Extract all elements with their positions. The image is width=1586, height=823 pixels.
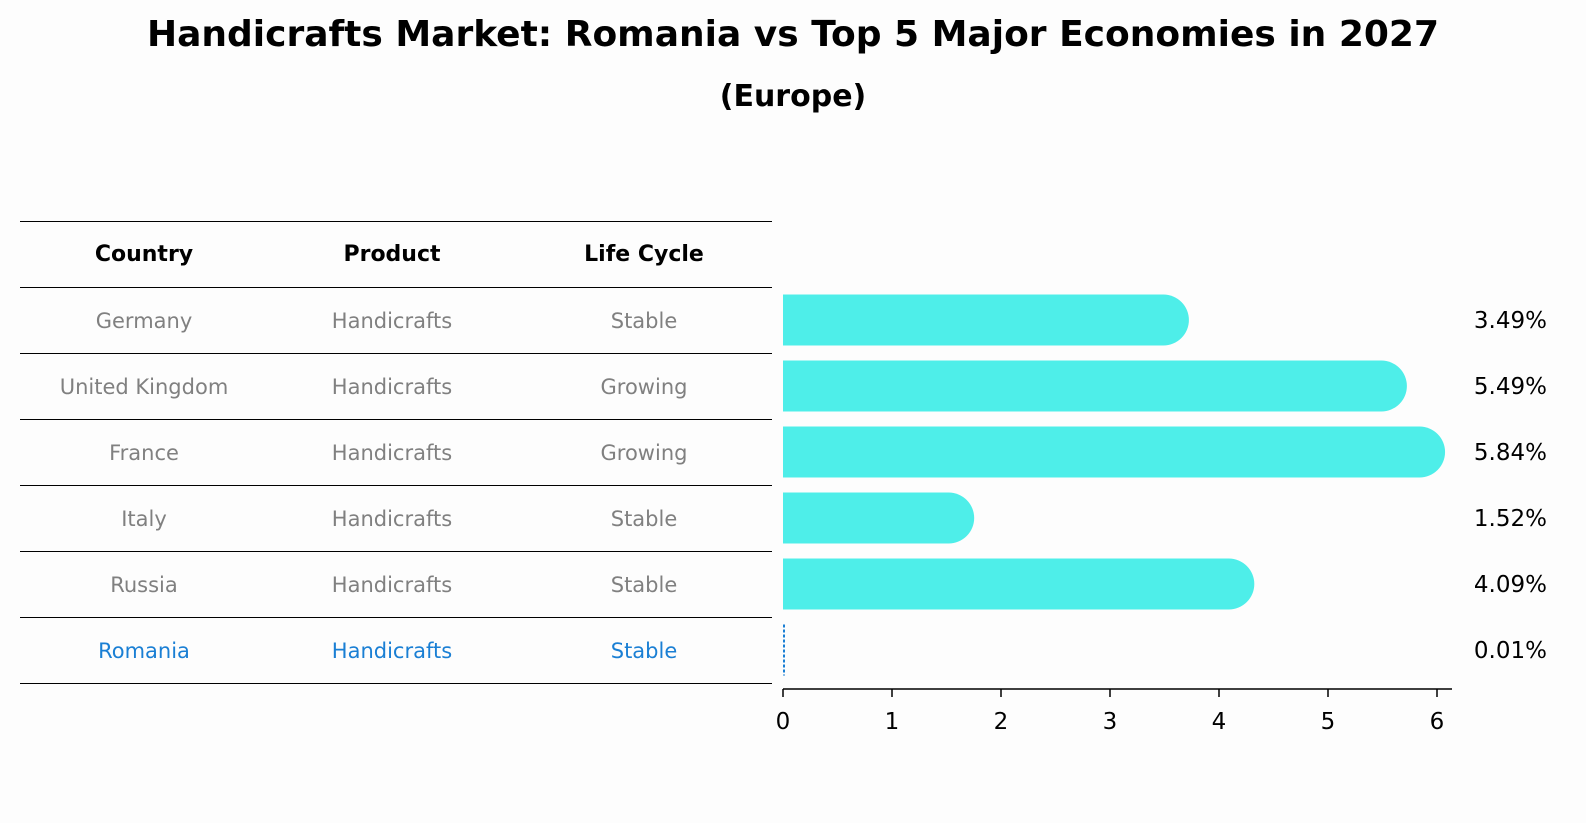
- x-tick-label: 4: [1212, 709, 1227, 735]
- x-tick-label: 1: [885, 709, 900, 735]
- cell-life-cycle: Growing: [516, 419, 772, 486]
- x-tick-label: 0: [776, 709, 791, 735]
- table-row: Italy Handicrafts Stable: [20, 485, 772, 552]
- table-row: United Kingdom Handicrafts Growing: [20, 353, 772, 420]
- value-label: 3.49%: [1474, 308, 1547, 334]
- cell-life-cycle: Stable: [516, 485, 772, 552]
- header-product: Product: [268, 221, 516, 288]
- cell-country: United Kingdom: [20, 353, 268, 420]
- bar-germany: [783, 294, 1189, 346]
- cell-country: Italy: [20, 485, 268, 552]
- cell-product: Handicrafts: [268, 485, 516, 552]
- cell-country: Russia: [20, 551, 268, 618]
- bar-united-kingdom: [783, 360, 1407, 412]
- cell-product: Handicrafts: [268, 551, 516, 618]
- cell-country: France: [20, 419, 268, 486]
- bar-russia: [783, 558, 1255, 610]
- value-label: 1.52%: [1474, 506, 1547, 532]
- cell-product: Handicrafts: [268, 353, 516, 420]
- table-header-row: Country Product Life Cycle: [20, 221, 772, 288]
- cell-product: Handicrafts: [268, 287, 516, 354]
- cell-product: Handicrafts: [268, 617, 516, 684]
- value-label: 5.84%: [1474, 440, 1547, 466]
- chart-title: Handicrafts Market: Romania vs Top 5 Maj…: [146, 14, 1440, 55]
- value-label: 5.49%: [1474, 374, 1547, 400]
- chart-subtitle: (Europe): [719, 79, 867, 114]
- cell-country: Germany: [20, 287, 268, 354]
- table-row: France Handicrafts Growing: [20, 419, 772, 486]
- x-tick-label: 6: [1430, 709, 1445, 735]
- table-row: Russia Handicrafts Stable: [20, 551, 772, 618]
- x-tick-label: 2: [994, 709, 1009, 735]
- market-table: Country Product Life Cycle Germany Handi…: [20, 221, 772, 684]
- value-label: 0.01%: [1474, 638, 1547, 664]
- table-row-highlighted: Romania Handicrafts Stable: [20, 617, 772, 684]
- cell-product: Handicrafts: [268, 419, 516, 486]
- value-label: 4.09%: [1474, 572, 1547, 598]
- cell-life-cycle: Stable: [516, 287, 772, 354]
- bar-italy: [783, 492, 975, 544]
- cell-life-cycle: Stable: [516, 617, 772, 684]
- x-tick-label: 5: [1321, 709, 1336, 735]
- table-row: Germany Handicrafts Stable: [20, 287, 772, 354]
- cell-life-cycle: Stable: [516, 551, 772, 618]
- header-life-cycle: Life Cycle: [516, 221, 772, 288]
- x-tick-label: 3: [1103, 709, 1118, 735]
- header-country: Country: [20, 221, 268, 288]
- cell-country: Romania: [20, 617, 268, 684]
- bar-france: [783, 426, 1446, 478]
